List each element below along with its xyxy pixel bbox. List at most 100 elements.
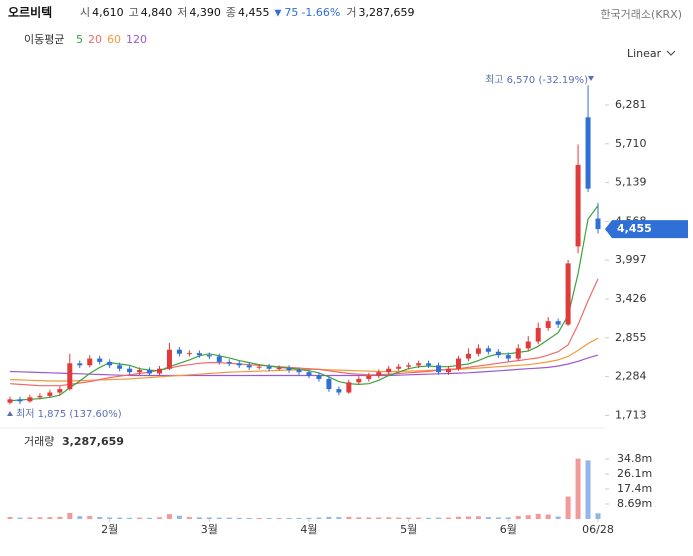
candle-body xyxy=(246,365,252,368)
candle-body xyxy=(565,263,571,325)
volume-bar xyxy=(186,516,192,519)
quote-value: 4,390 xyxy=(189,6,221,19)
change-arrow: ▼ xyxy=(275,9,282,19)
quote-row: 시 4,610 고 4,840 저 4,390 종 4,455 ▼ 75 -1.66% 거 3,287,… xyxy=(80,6,414,19)
candle-body xyxy=(37,395,43,398)
candle-body xyxy=(366,375,372,379)
candle-body xyxy=(356,378,362,383)
candle-body xyxy=(316,375,322,379)
volume-bar xyxy=(446,517,452,519)
candle-body xyxy=(276,368,282,370)
stock-name: 오르비텍 xyxy=(8,5,52,20)
quote-value: 3,287,659 xyxy=(358,6,414,19)
volume-bar xyxy=(416,517,422,519)
candle-body xyxy=(306,372,312,376)
y-tick-label: 5,710 xyxy=(615,137,647,150)
candle-body xyxy=(426,363,432,366)
y-tick-label: 2,855 xyxy=(615,331,647,344)
volume-bar xyxy=(87,515,93,519)
scale-toggle[interactable]: Linear xyxy=(627,47,676,60)
candle-body xyxy=(575,164,581,247)
candle-body xyxy=(7,399,13,403)
x-tick-label: 5월 xyxy=(400,523,417,536)
volume-bar xyxy=(455,516,461,519)
candle-body xyxy=(17,399,23,402)
candle-body xyxy=(515,348,521,359)
volume-bar xyxy=(7,516,13,519)
candle-body xyxy=(77,363,83,366)
change-value: 75 xyxy=(284,6,298,19)
volume-bar xyxy=(426,517,432,519)
candle-body xyxy=(196,353,202,356)
candle-body xyxy=(485,348,491,352)
volume-tick-label: 26.1m xyxy=(617,467,652,480)
last-price-tag xyxy=(605,220,688,239)
quote-label: 시 xyxy=(80,6,90,19)
quote-label: 저 xyxy=(177,6,187,19)
volume-bar xyxy=(67,512,73,519)
candle-body xyxy=(127,368,133,373)
volume-bar xyxy=(27,517,33,519)
legend-entry: 60 xyxy=(107,33,121,46)
volume-bar xyxy=(346,516,352,519)
volume-bar xyxy=(147,517,153,519)
y-tick-label: 1,713 xyxy=(615,408,647,421)
y-tick-label: 2,284 xyxy=(615,370,647,383)
volume-bar xyxy=(565,496,571,519)
volume-bar xyxy=(436,517,442,519)
quote-label: 거 xyxy=(346,6,356,19)
volume-bar xyxy=(336,517,342,519)
x-tick-label: 3월 xyxy=(201,523,218,536)
candle-body xyxy=(336,389,342,393)
x-tick-label: 2월 xyxy=(101,523,118,536)
candle-body xyxy=(67,363,73,390)
ma-title: 이동평균 xyxy=(24,33,64,46)
candle-body xyxy=(206,355,212,357)
volume-bar xyxy=(196,517,202,519)
ma-line xyxy=(9,205,599,402)
legend-entry: 120 xyxy=(126,33,147,46)
high-marker xyxy=(588,76,594,81)
volume-bar xyxy=(17,517,23,519)
volume-bar xyxy=(575,458,581,519)
change-pct: -1.66% xyxy=(301,6,340,19)
x-tick-label: 06/28 xyxy=(582,523,614,536)
volume-bar xyxy=(505,517,511,519)
x-tick-label: 6월 xyxy=(500,523,517,536)
volume-bar xyxy=(366,517,372,519)
volume-bar xyxy=(57,516,63,519)
volume-bar xyxy=(37,517,43,519)
volume-bar xyxy=(216,517,222,519)
scale-mode[interactable]: Linear xyxy=(627,47,662,60)
volume-bar xyxy=(545,514,551,519)
volume-bar xyxy=(296,517,302,519)
candle-body xyxy=(465,353,471,359)
x-tick-label: 4월 xyxy=(300,523,317,536)
volume-tick-label: 8.69m xyxy=(617,497,652,510)
volume-bar xyxy=(226,517,232,519)
volume-bar xyxy=(555,516,561,519)
candle-body xyxy=(326,378,332,390)
volume-bar xyxy=(127,517,133,519)
volume-bar xyxy=(525,515,531,519)
volume-bar xyxy=(236,517,242,519)
low-annotation: 최저 1,875 (137.60%) xyxy=(16,408,122,420)
y-tick-label: 5,139 xyxy=(615,176,647,189)
candle-body xyxy=(236,363,242,366)
volume-bar xyxy=(356,517,362,519)
low-marker xyxy=(7,411,13,416)
volume-bar xyxy=(256,517,262,519)
candle-body xyxy=(186,353,192,355)
volume-bar xyxy=(97,516,103,519)
volume-value: 3,287,659 xyxy=(62,435,124,448)
candle-body xyxy=(147,370,153,374)
volume-bar xyxy=(286,517,292,519)
candle-body xyxy=(406,365,412,367)
candle-body xyxy=(266,366,272,369)
candle-body xyxy=(416,363,422,366)
candle-body xyxy=(495,351,501,356)
chevron[interactable] xyxy=(666,50,676,56)
candle-body xyxy=(446,368,452,373)
candle-body xyxy=(87,358,93,366)
ma-line xyxy=(9,278,599,387)
